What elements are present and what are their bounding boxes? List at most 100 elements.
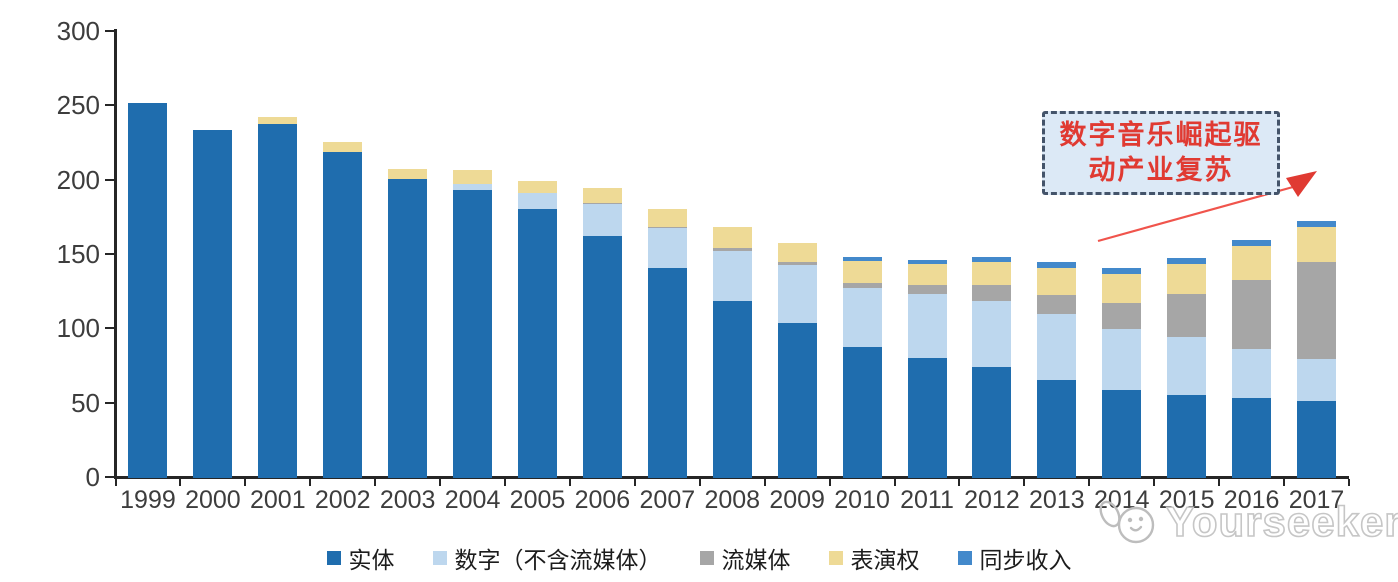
x-tick bbox=[828, 479, 831, 486]
bar-segment-表演权 bbox=[647, 208, 687, 227]
x-tick-label-2001: 2001 bbox=[249, 486, 306, 514]
bar-segment-实体 bbox=[258, 124, 298, 478]
bar-2017 bbox=[1297, 220, 1337, 478]
bar-segment-同步收入 bbox=[1167, 258, 1207, 264]
x-tick-label-2010: 2010 bbox=[834, 486, 890, 514]
legend-item-表演权: 表演权 bbox=[828, 541, 920, 575]
bar-segment-表演权 bbox=[907, 263, 947, 285]
bar-segment-实体 bbox=[1232, 397, 1272, 478]
watermark-text: Yourseeker bbox=[1165, 497, 1398, 546]
bar-segment-同步收入 bbox=[907, 259, 947, 264]
y-tick bbox=[105, 253, 114, 255]
legend-label: 数字（不含流媒体） bbox=[454, 548, 662, 574]
bar-segment-流媒体 bbox=[1232, 280, 1272, 349]
bar-segment-数字（不含流媒体） bbox=[453, 183, 493, 190]
bar-segment-数字（不含流媒体） bbox=[712, 250, 752, 302]
bar-segment-数字（不含流媒体） bbox=[842, 287, 882, 348]
x-tick-label-2004: 2004 bbox=[444, 486, 501, 514]
x-tick bbox=[568, 479, 571, 486]
bar-segment-同步收入 bbox=[1297, 220, 1337, 227]
y-tick-label: 50 bbox=[71, 387, 100, 418]
x-tick bbox=[309, 479, 312, 486]
legend: 实体 数字（不含流媒体） 流媒体 表演权 同步收入 bbox=[0, 541, 1398, 575]
bar-1999 bbox=[128, 103, 168, 478]
bar-2003 bbox=[388, 168, 428, 478]
x-tick-label-2017: 2017 bbox=[1288, 486, 1345, 514]
y-tick bbox=[105, 178, 114, 181]
x-tick bbox=[1088, 479, 1091, 486]
bar-segment-实体 bbox=[1102, 390, 1142, 478]
y-tick-label: 300 bbox=[56, 16, 100, 46]
x-tick-label-2015: 2015 bbox=[1158, 486, 1215, 514]
x-tick-label-2006: 2006 bbox=[574, 486, 631, 514]
x-tick-label-2003: 2003 bbox=[379, 486, 436, 514]
y-tick-label: 150 bbox=[56, 239, 100, 269]
bar-segment-流媒体 bbox=[1102, 302, 1142, 330]
x-tick-label-2013: 2013 bbox=[1029, 486, 1085, 514]
bar-segment-数字（不含流媒体） bbox=[1232, 348, 1272, 398]
bar-segment-数字（不含流媒体） bbox=[907, 293, 947, 358]
x-tick bbox=[244, 479, 247, 486]
bar-segment-数字（不含流媒体） bbox=[1297, 359, 1337, 401]
x-tick bbox=[439, 479, 442, 486]
bar-segment-数字（不含流媒体） bbox=[1167, 336, 1207, 395]
bar-2014 bbox=[1102, 268, 1142, 478]
bar-segment-表演权 bbox=[1102, 274, 1142, 303]
y-tick bbox=[105, 476, 114, 478]
bar-2015 bbox=[1167, 258, 1207, 478]
bar-segment-实体 bbox=[582, 235, 622, 478]
annotation-text-line1: 数字音乐崛起驱 bbox=[1059, 120, 1263, 151]
bar-segment-流媒体 bbox=[582, 202, 622, 205]
bar-2000 bbox=[193, 130, 233, 478]
bar-2016 bbox=[1232, 240, 1272, 478]
x-tick bbox=[1348, 479, 1350, 486]
bar-segment-流媒体 bbox=[907, 284, 947, 294]
x-tick-label-2000: 2000 bbox=[185, 486, 241, 514]
x-tick bbox=[1218, 479, 1221, 486]
cat-logo-icon bbox=[1099, 500, 1155, 544]
bar-segment-同步收入 bbox=[1037, 262, 1077, 269]
bar-segment-数字（不含流媒体） bbox=[1102, 329, 1142, 391]
bar-segment-表演权 bbox=[1232, 246, 1272, 281]
bar-segment-实体 bbox=[1037, 379, 1077, 478]
x-tick-label-2002: 2002 bbox=[314, 486, 371, 514]
bar-segment-表演权 bbox=[258, 116, 298, 125]
bar-segment-实体 bbox=[972, 366, 1012, 478]
bar-2006 bbox=[582, 188, 622, 478]
x-tick bbox=[504, 479, 507, 486]
bar-2009 bbox=[777, 243, 817, 478]
bar-segment-表演权 bbox=[1297, 226, 1337, 263]
y-tick bbox=[105, 401, 114, 404]
x-tick bbox=[698, 479, 701, 486]
bar-2008 bbox=[712, 226, 752, 478]
y-tick-label: 250 bbox=[56, 90, 100, 121]
legend-item-实体: 实体 bbox=[326, 541, 395, 575]
y-tick-label: 0 bbox=[85, 462, 100, 492]
bar-2005 bbox=[517, 180, 557, 478]
bar-segment-流媒体 bbox=[647, 226, 687, 229]
bar-segment-实体 bbox=[907, 357, 947, 478]
legend-swatch-icon bbox=[957, 551, 972, 565]
bar-segment-流媒体 bbox=[1297, 262, 1337, 360]
bar-segment-实体 bbox=[647, 268, 687, 478]
bar-segment-数字（不含流媒体） bbox=[582, 204, 622, 236]
legend-swatch-icon bbox=[326, 551, 341, 565]
bar-segment-表演权 bbox=[1167, 263, 1207, 294]
bar-2011 bbox=[907, 259, 947, 478]
bar-segment-表演权 bbox=[712, 226, 752, 248]
bar-segment-表演权 bbox=[323, 142, 363, 153]
bar-segment-实体 bbox=[453, 189, 493, 478]
bar-segment-数字（不含流媒体） bbox=[972, 301, 1012, 367]
x-tick-label-2008: 2008 bbox=[704, 486, 761, 514]
bar-2013 bbox=[1037, 262, 1077, 478]
bar-segment-实体 bbox=[128, 103, 168, 478]
x-tick bbox=[633, 479, 636, 486]
bar-segment-数字（不含流媒体） bbox=[647, 228, 687, 269]
bar-2010 bbox=[842, 256, 882, 478]
y-axis-line bbox=[114, 29, 117, 479]
x-tick-label-2009: 2009 bbox=[769, 486, 825, 514]
x-tick bbox=[763, 479, 766, 486]
legend-label: 表演权 bbox=[850, 548, 920, 574]
y-tick-label: 200 bbox=[56, 164, 100, 195]
